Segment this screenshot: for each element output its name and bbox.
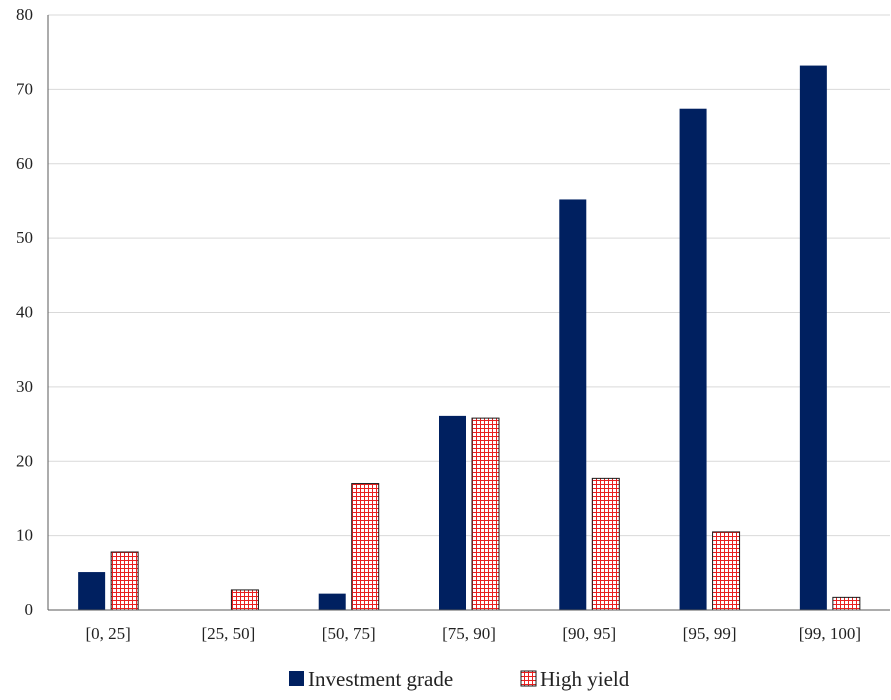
bar-high-yield (110, 551, 139, 611)
x-tick-label: [99, 100] (799, 624, 861, 643)
bar-high-yield (832, 596, 861, 611)
y-tick-label: 30 (16, 377, 33, 396)
y-tick-label: 10 (16, 526, 33, 545)
legend-swatch-investment-grade (289, 671, 304, 686)
bars (78, 65, 861, 611)
bar-investment-grade (679, 108, 707, 611)
bar-investment-grade (799, 65, 827, 610)
x-tick-label: [0, 25] (85, 624, 130, 643)
bar-high-yield (712, 531, 741, 611)
x-tick-label: [90, 95] (562, 624, 616, 643)
x-tick-label: [75, 90] (442, 624, 496, 643)
legend-label: Investment grade (308, 667, 453, 691)
y-tick-label: 50 (16, 228, 33, 247)
bar-investment-grade (78, 572, 106, 610)
bar-high-yield (591, 477, 620, 611)
legend: Investment grade High yield (289, 667, 630, 691)
x-axis: [0, 25] [25, 50] [50, 75] [75, 90] [90, 95] [… (48, 609, 890, 643)
bar-high-yield (471, 417, 500, 611)
bar-investment-grade (318, 593, 346, 610)
y-tick-label: 20 (16, 451, 33, 470)
y-tick-label: 0 (25, 600, 34, 619)
x-tick-label: [50, 75] (322, 624, 376, 643)
y-tick-label: 40 (16, 303, 33, 322)
bar-high-yield (230, 589, 259, 611)
bar-investment-grade (559, 199, 587, 610)
y-tick-label: 60 (16, 154, 33, 173)
x-tick-label: [25, 50] (202, 624, 256, 643)
legend-swatch-high-yield (520, 670, 537, 687)
y-tick-label: 70 (16, 79, 33, 98)
bar-high-yield (351, 483, 380, 611)
gridlines (48, 14, 890, 537)
x-tick-label: [95, 99] (683, 624, 737, 643)
bar-investment-grade (439, 415, 466, 610)
legend-label: High yield (540, 667, 630, 691)
y-axis: 0 10 20 30 40 50 60 70 80 (16, 5, 49, 619)
y-tick-label: 80 (16, 5, 33, 24)
